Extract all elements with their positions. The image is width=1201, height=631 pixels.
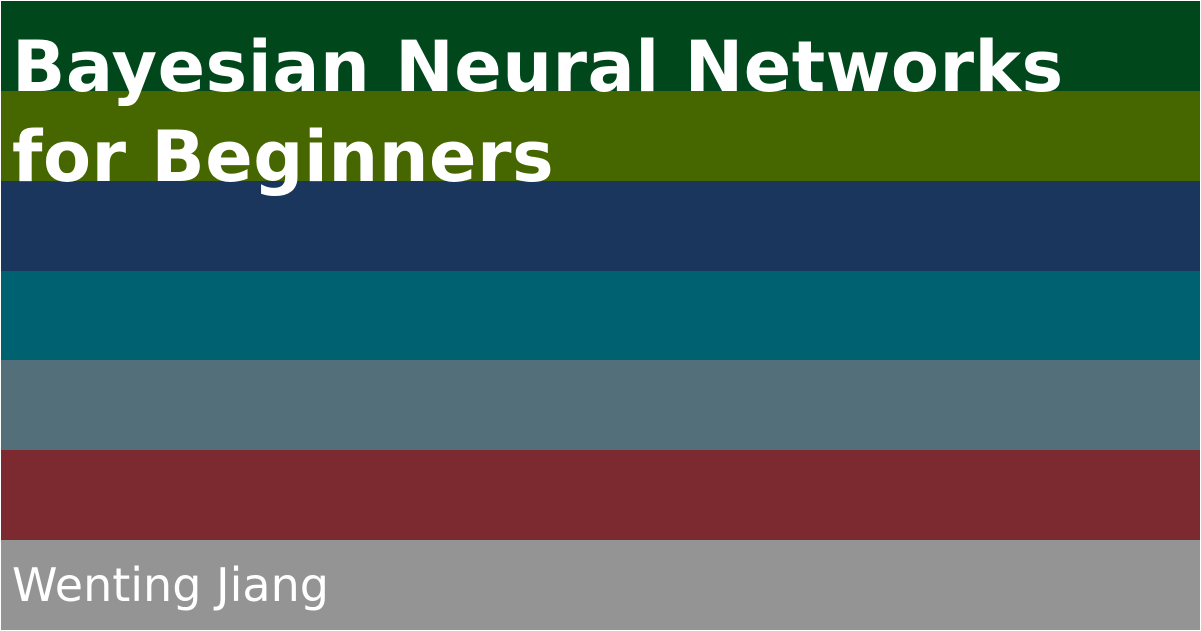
- stripe-4: [1, 270, 1200, 361]
- stripe-2: [1, 90, 1200, 181]
- author-name: Wenting Jiang: [12, 558, 329, 612]
- title-line-1: Bayesian Neural Networks: [12, 26, 1064, 108]
- stripe-3: [1, 180, 1200, 271]
- title-line-2: for Beginners: [12, 116, 555, 198]
- stripe-7: [1, 540, 1200, 631]
- stripe-1: [1, 1, 1200, 91]
- stripe-6: [1, 450, 1200, 541]
- page-title: Bayesian Neural Networks for Beginners: [12, 22, 1064, 202]
- stripe-5: [1, 360, 1200, 451]
